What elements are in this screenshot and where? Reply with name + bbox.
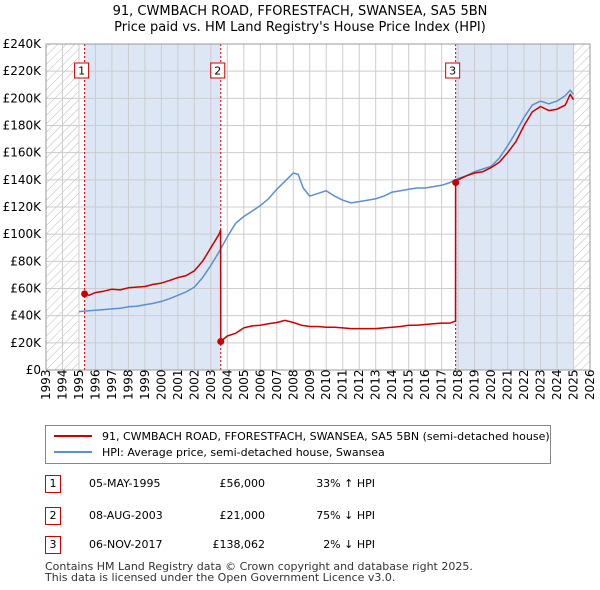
x-tick-label: 2024	[550, 369, 564, 400]
y-tick-label: £60K	[10, 282, 42, 296]
x-tick-label: 2014	[385, 369, 399, 400]
y-tick-label: £240K	[3, 37, 43, 51]
legend-item-hpi: HPI: Average price, semi-detached house,…	[54, 444, 385, 460]
y-tick-label: £140K	[3, 173, 43, 187]
chart-title: 91, CWMBACH ROAD, FFORESTFACH, SWANSEA, …	[112, 4, 488, 19]
legend-swatch-hpi	[54, 451, 92, 453]
y-tick-label: £20K	[10, 336, 42, 350]
chart-subtitle: Price paid vs. HM Land Registry's House …	[114, 20, 486, 35]
x-tick-label: 1997	[105, 369, 119, 400]
sale-row: 2 08-AUG-2003 £21,000 75% ↓ HPI	[45, 507, 565, 527]
x-tick-label: 2009	[303, 369, 317, 400]
sale-row: 3 06-NOV-2017 £138,062 2% ↓ HPI	[45, 536, 565, 556]
sale-hpi-diff: 33% ↑ HPI	[316, 477, 375, 490]
sale-number-label: 3	[449, 65, 456, 78]
sale-number-badge: 2	[45, 507, 61, 525]
x-tick-label: 2008	[286, 369, 300, 400]
x-tick-label: 2021	[501, 369, 515, 400]
sale-point	[81, 290, 89, 298]
sale-point	[217, 337, 225, 345]
sale-number-box	[210, 62, 226, 79]
sale-number-label: 1	[78, 65, 85, 78]
property-price-line	[84, 93, 575, 343]
sale-number-badge: 3	[45, 536, 61, 554]
x-tick-label: 2010	[319, 369, 333, 400]
x-tick-label: 2023	[534, 369, 548, 400]
sale-date: 05-MAY-1995	[89, 477, 161, 490]
sale-hpi-diff: 2% ↓ HPI	[323, 538, 375, 551]
y-tick-label: £120K	[3, 200, 43, 214]
x-tick-label: 2007	[270, 369, 284, 400]
y-tick-label: £100K	[3, 227, 43, 241]
sale-price: £138,062	[212, 538, 266, 551]
y-tick-label: £80K	[10, 254, 42, 268]
hpi-line	[78, 89, 575, 313]
y-tick-label: £160K	[3, 146, 43, 160]
x-tick-label: 2022	[517, 369, 531, 400]
x-tick-label: 2002	[187, 369, 201, 400]
x-tick-label: 1999	[138, 369, 152, 400]
x-tick-label: 2000	[154, 369, 168, 400]
legend-label-property: 91, CWMBACH ROAD, FFORESTFACH, SWANSEA, …	[102, 429, 550, 443]
x-tick-label: 1998	[121, 369, 135, 400]
x-tick-label: 2026	[583, 369, 597, 400]
sale-hpi-diff: 75% ↓ HPI	[316, 509, 375, 522]
footer-copyright: Contains HM Land Registry data © Crown c…	[45, 560, 473, 573]
sale-date: 08-AUG-2003	[89, 509, 163, 522]
sale-number-box	[445, 62, 461, 79]
x-tick-label: 2016	[418, 369, 432, 400]
sale-number-label: 2	[214, 65, 221, 78]
x-tick-label: 2025	[567, 369, 581, 400]
x-tick-label: 2011	[336, 369, 350, 400]
chart-legend: 91, CWMBACH ROAD, FFORESTFACH, SWANSEA, …	[45, 425, 551, 464]
plot-frame	[45, 43, 591, 371]
x-tick-label: 1996	[88, 369, 102, 400]
sale-number-box	[74, 62, 90, 79]
sale-number-badge: 1	[45, 475, 61, 493]
legend-swatch-property	[54, 435, 92, 437]
x-tick-label: 2019	[468, 369, 482, 400]
y-tick-label: £200K	[3, 91, 43, 105]
y-tick-label: £220K	[3, 64, 43, 78]
x-tick-label: 1994	[55, 369, 69, 400]
x-tick-label: 2003	[204, 369, 218, 400]
x-tick-label: 2005	[237, 369, 251, 400]
sale-price: £56,000	[219, 477, 266, 490]
x-tick-label: 1993	[39, 369, 53, 400]
y-tick-label: £180K	[3, 119, 43, 133]
x-tick-label: 2006	[253, 369, 267, 400]
sale-row: 1 05-MAY-1995 £56,000 33% ↑ HPI	[45, 475, 565, 495]
x-tick-label: 2004	[220, 369, 234, 400]
footer-licence: This data is licensed under the Open Gov…	[45, 571, 396, 584]
x-tick-label: 2015	[402, 369, 416, 400]
legend-label-hpi: HPI: Average price, semi-detached house,…	[102, 445, 385, 459]
sale-date: 06-NOV-2017	[89, 538, 163, 551]
x-tick-label: 2012	[352, 369, 366, 400]
x-tick-label: 2017	[435, 369, 449, 400]
price-chart: £0 £20K £40K £60K £80K £100K £120K £140K £160K £1…	[3, 37, 597, 400]
x-tick-label: 1995	[72, 369, 86, 400]
y-tick-label: £0	[26, 363, 41, 377]
x-tick-label: 2001	[171, 369, 185, 400]
sale-price: £21,000	[219, 509, 266, 522]
x-tick-label: 2018	[451, 369, 465, 400]
sale-point	[452, 178, 460, 186]
legend-item-property: 91, CWMBACH ROAD, FFORESTFACH, SWANSEA, …	[54, 428, 550, 444]
x-tick-label: 2020	[484, 369, 498, 400]
y-tick-label: £40K	[10, 309, 42, 323]
x-tick-label: 2013	[369, 369, 383, 400]
